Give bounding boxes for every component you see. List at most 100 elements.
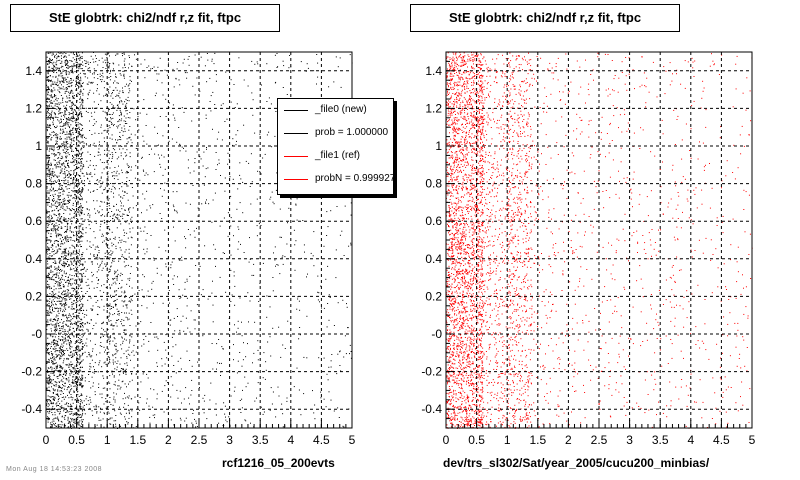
scatter-point	[65, 276, 67, 277]
scatter-point	[46, 194, 48, 196]
scatter-point	[62, 180, 64, 182]
scatter-point	[73, 275, 75, 277]
scatter-point	[127, 422, 129, 424]
left-plot-title: StE globtrk: chi2/ndf r,z fit, ftpc	[10, 4, 280, 32]
scatter-point	[72, 240, 74, 241]
scatter-point	[58, 187, 60, 189]
scatter-point	[59, 213, 61, 215]
scatter-point	[54, 362, 56, 364]
scatter-point	[126, 386, 127, 388]
scatter-point	[51, 302, 53, 303]
scatter-point	[89, 154, 91, 155]
scatter-point	[56, 328, 58, 330]
scatter-point	[108, 351, 110, 353]
scatter-point	[52, 248, 54, 250]
scatter-point	[72, 115, 74, 117]
scatter-point	[47, 156, 49, 158]
scatter-point	[50, 115, 52, 117]
scatter-point	[77, 300, 79, 302]
scatter-point	[74, 413, 75, 415]
scatter-point	[66, 261, 68, 263]
scatter-point	[102, 241, 104, 243]
scatter-point	[69, 118, 71, 120]
scatter-point	[69, 113, 71, 115]
scatter-point	[69, 280, 71, 282]
scatter-point	[60, 189, 62, 190]
scatter-point	[81, 374, 83, 376]
scatter-point	[69, 364, 71, 366]
scatter-point	[103, 426, 105, 428]
scatter-point	[69, 405, 71, 407]
scatter-point	[184, 420, 186, 422]
scatter-point	[337, 353, 339, 355]
scatter-point	[111, 211, 113, 212]
scatter-point	[57, 323, 59, 325]
scatter-point	[119, 211, 121, 213]
scatter-point	[251, 181, 253, 183]
scatter-point	[341, 230, 343, 232]
scatter-point	[66, 136, 68, 138]
scatter-point	[108, 319, 110, 321]
scatter-point	[53, 190, 55, 192]
scatter-point	[121, 146, 123, 147]
scatter-point	[117, 242, 119, 244]
scatter-point	[330, 210, 332, 212]
scatter-point	[103, 95, 105, 97]
scatter-point	[65, 294, 67, 296]
scatter-point	[159, 157, 160, 159]
scatter-point	[77, 140, 79, 142]
scatter-point	[87, 330, 89, 332]
scatter-point	[49, 169, 51, 171]
scatter-point	[62, 384, 63, 386]
scatter-point	[130, 139, 132, 141]
scatter-point	[82, 128, 84, 129]
scatter-point	[69, 126, 71, 128]
scatter-point	[59, 122, 61, 124]
scatter-point	[48, 124, 50, 126]
scatter-point	[68, 83, 70, 85]
scatter-point	[102, 214, 103, 216]
scatter-point	[102, 72, 104, 74]
scatter-point	[81, 268, 83, 270]
scatter-point	[54, 180, 56, 182]
scatter-point	[57, 400, 59, 402]
scatter-point	[112, 340, 114, 342]
scatter-point	[220, 175, 221, 176]
scatter-point	[60, 55, 62, 57]
scatter-point	[75, 157, 77, 159]
scatter-point	[59, 152, 61, 154]
scatter-point	[316, 54, 318, 55]
scatter-point	[58, 104, 60, 106]
scatter-point	[71, 388, 73, 390]
scatter-point	[63, 57, 65, 58]
scatter-point	[61, 158, 63, 160]
scatter-point	[79, 323, 81, 325]
scatter-point	[53, 135, 55, 137]
scatter-point	[158, 246, 160, 248]
scatter-point	[151, 288, 153, 290]
scatter-point	[82, 61, 83, 63]
scatter-point	[70, 340, 72, 341]
scatter-point	[80, 326, 82, 327]
scatter-point	[79, 308, 81, 310]
scatter-point	[65, 340, 67, 342]
scatter-point	[71, 65, 73, 67]
scatter-point	[104, 221, 106, 223]
scatter-point	[61, 187, 63, 189]
scatter-point	[218, 422, 220, 424]
scatter-point	[218, 159, 220, 161]
scatter-point	[63, 272, 65, 274]
scatter-point	[124, 383, 126, 385]
scatter-point	[114, 80, 116, 82]
scatter-point	[71, 295, 73, 297]
scatter-point	[128, 67, 129, 69]
scatter-point	[224, 405, 226, 407]
scatter-point	[123, 195, 125, 196]
scatter-point	[79, 384, 81, 386]
scatter-point	[80, 260, 81, 262]
scatter-point	[66, 109, 68, 111]
scatter-point	[333, 410, 335, 412]
scatter-point	[257, 359, 259, 361]
scatter-point	[55, 182, 57, 183]
scatter-point	[82, 359, 84, 361]
